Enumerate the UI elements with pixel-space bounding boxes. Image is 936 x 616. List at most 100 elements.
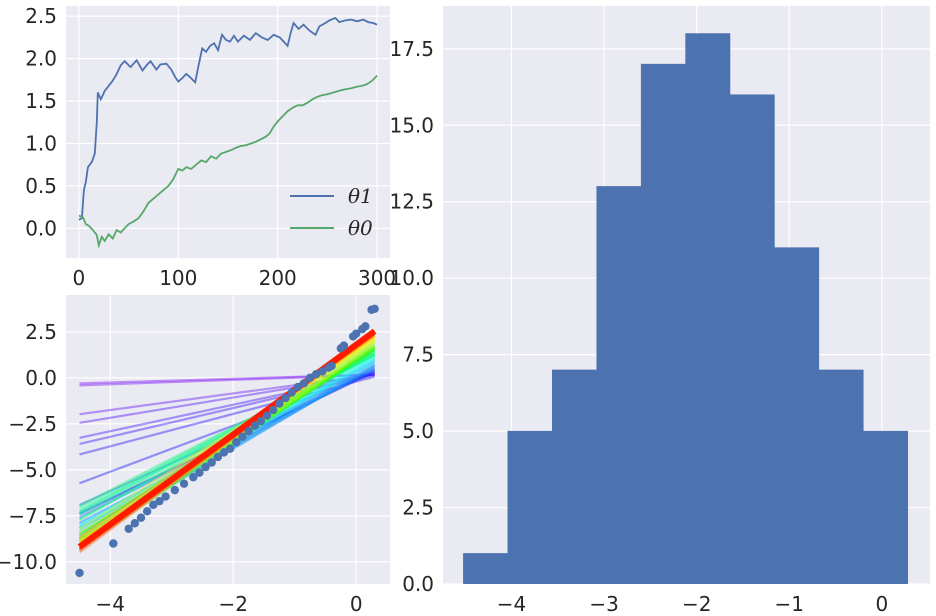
- data-point: [130, 519, 140, 528]
- y-tick-label: −5.0: [8, 458, 57, 482]
- data-point: [339, 341, 349, 350]
- data-point: [179, 479, 189, 488]
- x-tick-label: 0: [350, 592, 363, 616]
- y-tick-label: 17.5: [389, 37, 434, 61]
- data-point: [201, 462, 210, 472]
- data-point: [370, 304, 379, 314]
- histogram-bar: [463, 553, 509, 584]
- histogram-bar: [640, 63, 686, 584]
- y-tick-label: 2.5: [25, 4, 57, 28]
- data-point: [161, 492, 170, 501]
- series-line-theta1: [78, 16, 378, 221]
- data-point: [287, 388, 296, 397]
- data-point: [213, 452, 223, 462]
- x-tick-label: −2: [218, 592, 247, 616]
- data-point: [170, 485, 180, 495]
- fit-line: [79, 367, 376, 519]
- data-point: [256, 416, 266, 426]
- y-tick-label: 15.0: [389, 113, 434, 137]
- data-point: [281, 393, 290, 403]
- data-point: [109, 539, 118, 548]
- y-tick-label: 2.5: [402, 496, 434, 520]
- y-tick-label: −10.0: [0, 550, 57, 574]
- histogram-plot: −4 −3 −2 −1 0 0.0 2.5 5.0 7.5 10.0 12.5 15.0 17.5: [389, 6, 930, 616]
- fit-line: [78, 350, 376, 540]
- x-tick-label: 0: [73, 266, 86, 290]
- histogram-bar: [863, 430, 909, 584]
- histogram-bar: [552, 369, 597, 584]
- y-tick-label: 2.5: [25, 320, 57, 344]
- y-tick-label: 12.5: [389, 190, 434, 214]
- y-tick-label: 0.0: [25, 366, 57, 390]
- x-tick-label: −2: [682, 592, 711, 616]
- fit-line: [79, 371, 376, 485]
- legend-label: θ0: [348, 216, 373, 240]
- data-point: [293, 382, 302, 392]
- data-point: [318, 367, 327, 376]
- histogram-bar: [774, 247, 820, 584]
- fit-line: [79, 354, 376, 513]
- data-point: [268, 405, 278, 415]
- y-tick-label: 0.5: [25, 174, 57, 198]
- data-point: [142, 507, 152, 516]
- y-tick-label: 5.0: [402, 419, 434, 443]
- data-point: [275, 399, 284, 408]
- x-tick-label: 200: [259, 266, 297, 290]
- data-point: [149, 500, 158, 510]
- regression-fits-plot: −4 −2 0 −10.0 −7.5 −5.0 −2.5 0.0 2.5: [0, 295, 390, 616]
- fit-line: [79, 354, 376, 509]
- data-point: [124, 524, 133, 533]
- data-point: [361, 322, 370, 331]
- plot-area: [75, 304, 379, 578]
- data-point: [136, 513, 146, 522]
- y-tick-label: 7.5: [402, 343, 434, 367]
- data-point: [299, 379, 309, 388]
- legend-label: θ1: [348, 184, 373, 208]
- fit-line: [79, 352, 376, 512]
- data-point: [207, 458, 216, 467]
- x-tick-label: −3: [589, 592, 618, 616]
- data-point: [262, 411, 272, 420]
- plot-area: [463, 33, 909, 584]
- y-tick-label: 1.0: [25, 131, 57, 155]
- plot-background: [66, 6, 390, 258]
- fit-line: [79, 373, 375, 385]
- y-tick-label: 0.0: [402, 572, 434, 596]
- y-tick-label: 10.0: [389, 266, 434, 290]
- data-point: [232, 438, 241, 447]
- data-point: [327, 361, 336, 371]
- fit-line: [78, 357, 376, 530]
- y-tick-label: 0.0: [25, 216, 57, 240]
- x-tick-label: −1: [775, 592, 804, 616]
- fit-line: [79, 373, 375, 424]
- y-tick-label: 2.0: [25, 47, 57, 71]
- fit-line: [78, 359, 376, 532]
- x-tick-label: 0: [875, 592, 888, 616]
- data-point: [155, 496, 164, 506]
- series-line-theta0: [78, 74, 378, 249]
- x-tick-label: 300: [358, 266, 396, 290]
- fit-line: [79, 373, 375, 387]
- x-tick-label: −4: [497, 592, 526, 616]
- fit-line: [79, 373, 375, 445]
- data-point: [219, 448, 229, 457]
- plot-area: [78, 16, 378, 249]
- y-tick-label: −7.5: [8, 504, 57, 528]
- fit-line: [78, 361, 376, 528]
- y-tick-label: 1.5: [25, 89, 57, 113]
- data-point: [75, 568, 84, 578]
- y-tick-label: −2.5: [8, 412, 57, 436]
- histogram-bar: [818, 369, 864, 584]
- data-point: [305, 373, 315, 383]
- fit-line: [79, 375, 375, 456]
- histogram-bar: [729, 94, 775, 584]
- data-point: [195, 468, 204, 477]
- histogram-bar: [596, 186, 642, 584]
- histogram-bar: [685, 33, 731, 584]
- x-tick-label: −4: [96, 592, 125, 616]
- fit-line: [79, 354, 376, 514]
- fit-line: [79, 373, 375, 439]
